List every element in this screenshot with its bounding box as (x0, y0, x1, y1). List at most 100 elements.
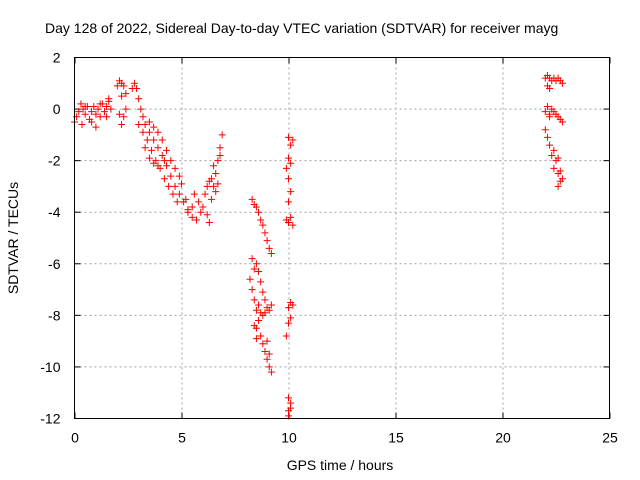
data-points (71, 72, 566, 420)
data-point (252, 203, 260, 211)
x-tick-label: 5 (178, 430, 186, 446)
data-point (550, 164, 558, 172)
data-point (216, 144, 224, 152)
data-point (259, 340, 267, 348)
data-point (133, 84, 141, 92)
data-point (265, 363, 273, 371)
data-point (169, 190, 177, 198)
data-point (135, 95, 143, 103)
data-point (558, 79, 566, 87)
data-point (287, 213, 295, 221)
data-point (261, 296, 269, 304)
data-point (216, 151, 224, 159)
y-tick-label: 0 (53, 101, 61, 117)
data-point (255, 268, 263, 276)
data-point (94, 105, 102, 113)
data-point (154, 144, 162, 152)
data-point (158, 136, 166, 144)
data-point (188, 203, 196, 211)
data-point (261, 229, 269, 237)
data-point (250, 296, 258, 304)
data-point (267, 301, 275, 309)
data-point (195, 198, 203, 206)
data-point (257, 216, 265, 224)
x-tick-label: 25 (602, 430, 618, 446)
data-point (158, 151, 166, 159)
x-tick-label: 15 (388, 430, 404, 446)
data-point (285, 407, 292, 415)
x-tick-label: 10 (281, 430, 297, 446)
data-point (212, 188, 220, 196)
data-point (167, 172, 175, 180)
data-point (118, 121, 126, 129)
data-point (160, 157, 168, 165)
data-point (120, 113, 128, 121)
data-point (203, 182, 211, 190)
data-point (214, 180, 222, 188)
data-point (285, 219, 292, 227)
data-point (543, 133, 551, 141)
data-point (105, 95, 113, 103)
data-point (120, 82, 128, 90)
x-tick-label: 0 (71, 430, 79, 446)
data-point (261, 309, 269, 317)
data-point (81, 102, 89, 110)
x-tick-label: 20 (495, 430, 511, 446)
data-point (212, 170, 220, 178)
data-point (248, 286, 256, 294)
grid (74, 57, 610, 419)
data-point (546, 141, 554, 149)
data-point (122, 90, 130, 98)
y-tick-label: -12 (40, 411, 60, 427)
data-point (255, 317, 263, 325)
data-point (554, 154, 562, 162)
data-point (81, 110, 89, 118)
y-tick-label: 2 (53, 50, 61, 66)
data-point (135, 121, 143, 129)
data-point (250, 322, 258, 330)
data-point (150, 159, 158, 167)
data-point (154, 162, 162, 170)
data-point (90, 102, 98, 110)
data-point (556, 167, 564, 175)
data-point (246, 275, 254, 283)
data-point (150, 123, 158, 131)
data-point (207, 195, 215, 203)
data-point (265, 306, 273, 314)
data-point (96, 100, 104, 108)
data-point (263, 355, 271, 363)
data-point (259, 288, 267, 296)
data-point (88, 108, 96, 116)
data-point (250, 265, 258, 273)
data-point (103, 102, 111, 110)
y-axis-label: SDTVAR / TECUs (5, 182, 21, 294)
data-point (285, 394, 292, 402)
data-point (261, 347, 269, 355)
data-point (287, 141, 295, 149)
data-point (248, 255, 256, 263)
data-point (188, 213, 196, 221)
data-point (546, 113, 554, 121)
data-point (130, 79, 138, 87)
data-point (248, 195, 256, 203)
data-point (265, 350, 273, 358)
data-point (165, 182, 173, 190)
data-point (287, 159, 295, 167)
data-point (263, 237, 271, 245)
y-tick-label: -4 (48, 204, 61, 220)
plot-frame (74, 57, 610, 419)
data-point (546, 84, 554, 92)
data-point (218, 131, 226, 139)
data-point (289, 301, 297, 309)
data-point (171, 164, 179, 172)
data-point (285, 175, 292, 183)
data-point (214, 157, 222, 165)
data-point (107, 105, 115, 113)
data-point (182, 195, 190, 203)
data-point (543, 102, 551, 110)
data-point (92, 123, 100, 131)
data-point (148, 146, 156, 154)
data-point (199, 203, 207, 211)
y-tick-label: -2 (48, 153, 61, 169)
data-point (257, 332, 265, 340)
